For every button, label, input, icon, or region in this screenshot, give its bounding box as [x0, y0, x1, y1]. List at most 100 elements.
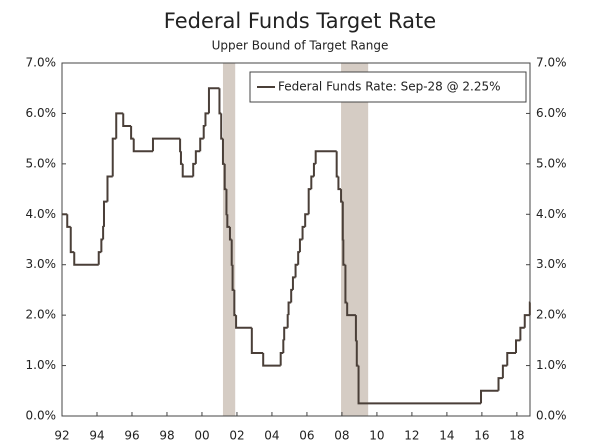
x-tick-label: 94 [89, 429, 104, 443]
rate-step [283, 326, 288, 341]
rate-step [218, 88, 222, 115]
rate-step [111, 137, 117, 177]
chart-title: Federal Funds Target Rate [164, 9, 436, 33]
rate-step [304, 213, 309, 227]
rate-step [282, 339, 285, 353]
y2-tick-label: 6.0% [536, 106, 567, 120]
y-tick-label: 6.0% [26, 106, 57, 120]
y-tick-label: 7.0% [26, 56, 57, 70]
rate-step [250, 327, 264, 354]
rate-step [342, 239, 346, 266]
x-tick-label: 12 [404, 429, 419, 443]
rate-step [497, 377, 503, 391]
y-tick-label: 5.0% [26, 156, 57, 170]
x-tick-label: 96 [124, 429, 139, 443]
rate-step [151, 137, 181, 152]
rate-step [69, 226, 75, 254]
chart-subtitle: Upper Bound of Target Range [212, 39, 389, 53]
y2-tick-label: 2.0% [536, 308, 567, 322]
rate-step [181, 163, 194, 178]
y-tick-label: 4.0% [26, 207, 57, 221]
rate-step [122, 113, 132, 128]
rate-step [102, 225, 105, 240]
y2-tick-label: 7.0% [536, 56, 567, 70]
rate-step [179, 138, 182, 153]
legend-label: Federal Funds Rate: Sep-28 @ 2.25% [278, 80, 501, 94]
rate-step [337, 176, 342, 191]
rate-step [286, 314, 289, 328]
rate-step [523, 314, 530, 328]
rate-step [220, 113, 223, 140]
x-tick-label: 16 [474, 429, 489, 443]
rate-step [297, 251, 300, 265]
rate-step [341, 201, 344, 241]
rate-step [100, 238, 104, 253]
rate-step [115, 112, 124, 139]
rate-step [179, 151, 183, 165]
rate-step [192, 162, 196, 177]
rate-step [230, 239, 233, 266]
rate-step [233, 289, 237, 317]
rate-step [202, 125, 206, 139]
rate-step [132, 138, 153, 153]
x-tick-label: 04 [264, 429, 279, 443]
rate-step [294, 263, 299, 278]
rate-step [199, 137, 204, 152]
rate-step [314, 150, 337, 164]
y2-tick-label: 4.0% [536, 207, 567, 221]
x-tick-label: 00 [194, 429, 209, 443]
y2-tick-label: 1.0% [536, 358, 567, 372]
rate-step [506, 351, 517, 366]
rate-step [519, 326, 525, 341]
x-tick-label: 02 [229, 429, 244, 443]
rate-step [298, 238, 303, 253]
rate-step [223, 163, 227, 191]
rate-step [355, 340, 359, 367]
rate-step [102, 200, 108, 227]
plot-frame [61, 62, 531, 417]
rate-step [73, 252, 99, 266]
legend-box [249, 71, 527, 103]
x-tick-label: 92 [54, 429, 69, 443]
rate-step [335, 151, 339, 178]
rate-step [225, 189, 228, 216]
rate-step [235, 315, 252, 329]
y-tick-label: 2.0% [26, 308, 57, 322]
rate-step [221, 138, 225, 165]
y2-tick-label: 5.0% [536, 156, 567, 170]
x-tick-label: 10 [369, 429, 384, 443]
rate-step [207, 87, 220, 114]
rate-step [262, 352, 281, 367]
rate-step [204, 112, 209, 127]
x-tick-label: 08 [334, 429, 349, 443]
rate-step [310, 175, 314, 190]
x-tick-label: 98 [159, 429, 174, 443]
rate-step [357, 365, 482, 405]
rate-step [307, 188, 312, 215]
rate-step [312, 162, 316, 177]
rate-step [279, 351, 284, 366]
y2-tick-label: 0.0% [536, 409, 567, 423]
y2-tick-label: 3.0% [536, 257, 567, 271]
rate-step [501, 364, 508, 379]
rate-step [194, 150, 201, 164]
rate-step [354, 315, 357, 342]
y-tick-label: 1.0% [26, 358, 57, 372]
rate-step [130, 126, 134, 140]
y-tick-label: 0.0% [26, 409, 57, 423]
y-tick-label: 3.0% [26, 257, 57, 271]
rate-step [287, 301, 292, 316]
x-tick-label: 06 [299, 429, 314, 443]
rate-step [291, 276, 296, 290]
recession-band [341, 63, 369, 416]
rate-step [480, 389, 499, 404]
rate-step [290, 288, 293, 303]
rate-step [515, 339, 521, 353]
rate-step [106, 175, 113, 202]
x-tick-label: 18 [509, 429, 524, 443]
rate-step [346, 302, 356, 317]
rate-step [301, 225, 306, 240]
rate-step [66, 214, 71, 228]
x-tick-label: 14 [439, 429, 454, 443]
